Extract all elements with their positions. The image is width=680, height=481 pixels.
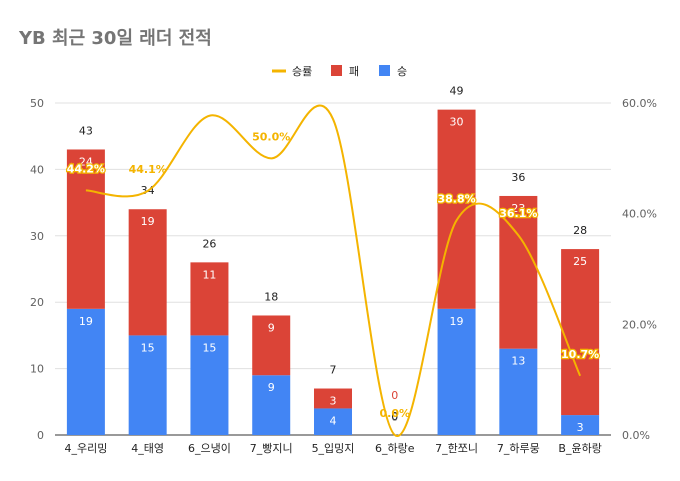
chart-title: YB 최근 30일 래더 전적 [19, 28, 212, 49]
bar-win-label: 15 [202, 341, 216, 354]
bar-loss [128, 209, 167, 336]
bar-total-label: 7 [330, 364, 337, 377]
bar-win [499, 348, 538, 435]
y-tick-label: 50 [30, 97, 44, 110]
win-rate-label: 36.1% [499, 207, 537, 220]
x-tick-label: 7_하루뭉 [497, 441, 540, 455]
bar-loss [190, 262, 229, 336]
y-tick-label: 10 [30, 363, 44, 376]
bar-loss-label: 30 [450, 116, 464, 129]
x-axis: 4_우리밍 4_태영 6_으냉이 7_빵지니 5_입밍지 6_하랑e 7_한쪼니 7_하루뭉 B… [64, 441, 601, 455]
x-tick-label: 7_빵지니 [250, 442, 293, 455]
bar-win-label: 19 [450, 315, 464, 328]
bar-total-label: 18 [264, 290, 278, 303]
win-rate-line-path [85, 104, 582, 437]
y2-tick-label: 60.0% [622, 97, 657, 110]
win-rate-label: 10.7% [561, 348, 599, 361]
win-rate-label: 44.2% [67, 162, 105, 175]
bar-win [190, 335, 229, 435]
x-tick-label: B_윤하랑 [558, 441, 601, 455]
bar-loss-label: 9 [268, 321, 275, 334]
bar-loss [437, 109, 476, 309]
x-tick-label: 6_으냉이 [188, 442, 231, 455]
bar-loss [561, 249, 600, 416]
y2-tick-label: 20.0% [622, 318, 657, 331]
x-tick-label: 6_하랑e [375, 441, 415, 455]
y-tick-label: 40 [30, 163, 44, 176]
bar-win-label: 3 [577, 421, 584, 434]
bar-win-label: 0 [391, 411, 398, 424]
legend: 승률 패 승 [272, 65, 407, 78]
bar-win-label: 15 [141, 341, 155, 354]
x-tick-label: 7_한쪼니 [435, 442, 478, 455]
bar-total-label: 36 [511, 171, 525, 184]
bar-win-label: 9 [268, 381, 275, 394]
bar-loss-label: 23 [511, 202, 525, 215]
win-rate-label: 44.1% [129, 163, 167, 176]
y-axis-right: 0.0% 20.0% 40.0% 60.0% [622, 97, 657, 442]
bar-loss-label: 0 [391, 389, 398, 402]
bar-win [128, 335, 167, 435]
bar-loss [314, 388, 352, 409]
bar-total-label: 28 [573, 224, 587, 237]
bar-total-label: 26 [202, 237, 216, 250]
bar-win [66, 308, 105, 435]
bar-loss-label: 11 [202, 268, 216, 281]
x-tick-label: 5_입밍지 [312, 442, 355, 455]
y-tick-label: 30 [30, 230, 44, 243]
bar-win-label: 19 [79, 315, 93, 328]
win-rate-line: 44.2% 44.1% 50.0% 0.0% 38.8% 36.1% 10.7% [66, 104, 600, 437]
y-tick-label: 0 [37, 429, 44, 442]
bar-loss [252, 315, 291, 376]
bar-win [314, 408, 352, 435]
bar-win-label: 13 [511, 355, 525, 368]
legend-label: 승 [397, 65, 407, 78]
win-rate-label: 0.0% [380, 407, 411, 420]
win-rate-label: 38.8% [437, 192, 475, 205]
bar-total-label: 43 [79, 124, 93, 137]
legend-swatch-win [379, 65, 390, 76]
bar-loss [66, 149, 105, 309]
y-tick-label: 20 [30, 296, 44, 309]
win-rate-label: 50.0% [252, 130, 290, 143]
bar-total-label: 0 [391, 410, 398, 423]
bars: 1924431519341511269918437000193049132336… [66, 85, 600, 435]
bar-win [252, 375, 291, 435]
bar-win [437, 308, 476, 435]
x-tick-label: 4_우리밍 [64, 442, 107, 455]
legend-swatch-loss [331, 65, 342, 76]
y2-tick-label: 40.0% [622, 208, 657, 221]
bar-loss-label: 3 [330, 395, 337, 408]
bar-loss-label: 19 [141, 215, 155, 228]
legend-label: 패 [349, 65, 359, 78]
bar-win [561, 415, 600, 435]
bar-loss-label: 24 [79, 155, 93, 168]
legend-label: 승률 [292, 65, 312, 78]
x-tick-label: 4_태영 [131, 442, 164, 455]
bar-total-label: 49 [450, 85, 464, 98]
y-axis-left: 0 10 20 30 40 50 [30, 97, 44, 442]
y2-tick-label: 0.0% [622, 429, 650, 442]
bar-win-label: 4 [330, 414, 337, 427]
bar-loss-label: 25 [573, 255, 587, 268]
